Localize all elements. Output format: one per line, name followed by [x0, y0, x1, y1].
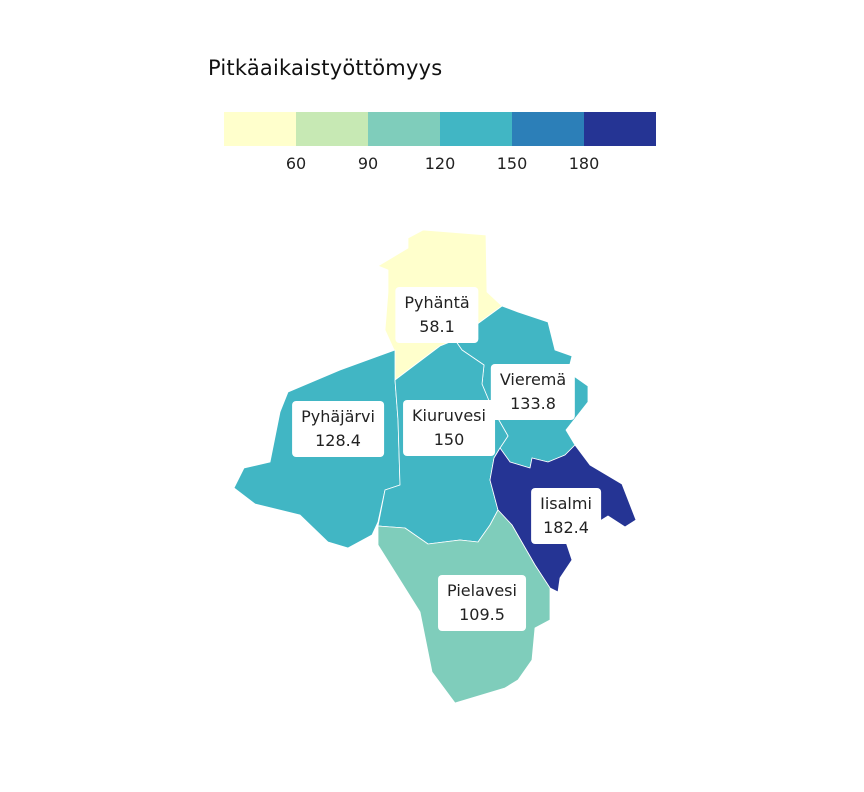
region-name: Pyhäjärvi [301, 407, 375, 426]
region-label-pyhajarvi: Pyhäjärvi 128.4 [292, 401, 384, 457]
region-value: 109.5 [459, 605, 505, 624]
legend-swatch [584, 112, 656, 146]
legend-swatch [512, 112, 584, 146]
region-value: 128.4 [315, 431, 361, 450]
region-name: Pielavesi [447, 581, 517, 600]
region-value: 58.1 [419, 317, 455, 336]
legend-tick-label: 90 [357, 154, 379, 173]
region-name: Kiuruvesi [412, 406, 486, 425]
region-value: 150 [433, 430, 465, 449]
region-label-kiuruvesi: Kiuruvesi 150 [403, 400, 495, 456]
legend-swatch [368, 112, 440, 146]
legend-swatch [224, 112, 296, 146]
region-label-pielavesi: Pielavesi 109.5 [438, 575, 526, 631]
legend-title: Pitkäaikaistyöttömyys [208, 56, 443, 80]
legend-tick-labels: 60 90 120 150 180 [224, 154, 656, 176]
legend-tick-label: 150 [496, 154, 528, 173]
region-value: 133.8 [510, 394, 556, 413]
legend-tick-label: 60 [285, 154, 307, 173]
region-name: Pyhäntä [404, 293, 470, 312]
region-value: 182.4 [543, 518, 589, 537]
region-label-vierema: Vieremä 133.8 [490, 364, 576, 420]
region-label-iisalmi: Iisalmi 182.4 [531, 488, 601, 544]
legend-color-bar [224, 112, 656, 146]
region-label-pyhanta: Pyhäntä 58.1 [395, 287, 479, 343]
region-name: Iisalmi [540, 494, 592, 513]
legend-tick-label: 120 [424, 154, 456, 173]
region-name: Vieremä [499, 370, 567, 389]
legend-swatch [296, 112, 368, 146]
legend-tick-label: 180 [568, 154, 600, 173]
legend-swatch [440, 112, 512, 146]
